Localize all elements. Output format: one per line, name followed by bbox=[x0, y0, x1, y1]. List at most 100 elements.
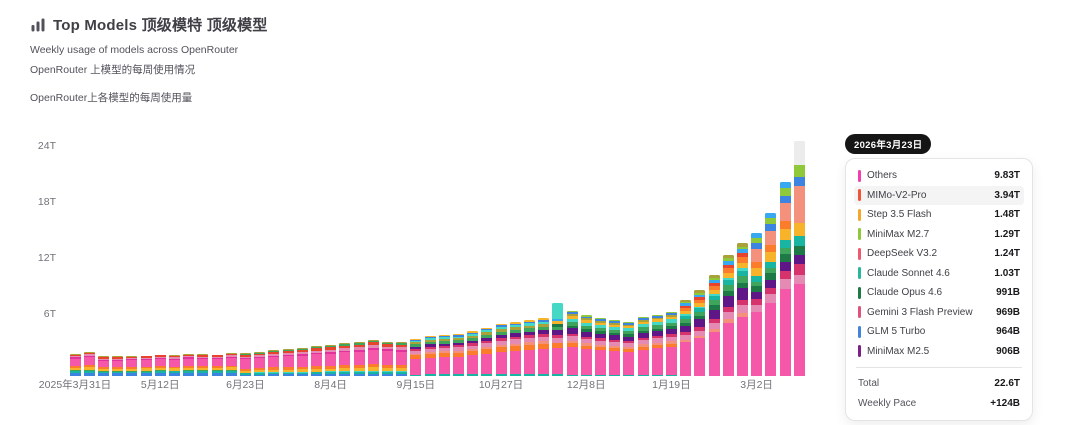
bar-week-2025-04-14[interactable] bbox=[97, 356, 109, 376]
bar-segment-mint bbox=[268, 372, 280, 373]
bar-week-2025-09-22[interactable] bbox=[424, 335, 436, 376]
bar-week-2025-12-15[interactable] bbox=[594, 318, 606, 376]
bar-segment-blue bbox=[282, 374, 294, 376]
bar-week-2025-12-29[interactable] bbox=[623, 321, 635, 376]
bar-segment-olive bbox=[140, 355, 152, 357]
bar-segment-amber bbox=[765, 251, 777, 262]
bar-segment-amber bbox=[296, 369, 308, 372]
bar-week-2025-08-04[interactable] bbox=[325, 345, 337, 376]
bar-segment-blue bbox=[566, 312, 578, 315]
bar-week-2026-01-12[interactable] bbox=[651, 314, 663, 376]
bar-week-2026-02-09[interactable] bbox=[708, 275, 720, 376]
bar-week-2025-07-28[interactable] bbox=[310, 346, 322, 376]
bar-week-2026-03-23[interactable] bbox=[793, 140, 805, 376]
bar-segment-teal bbox=[523, 373, 535, 376]
bar-week-2025-03-31[interactable] bbox=[69, 353, 81, 376]
bar-segment-amber bbox=[793, 222, 805, 237]
bar-week-2025-04-28[interactable] bbox=[126, 356, 138, 376]
bar-segment-orange bbox=[580, 345, 592, 349]
bar-segment-orange bbox=[637, 346, 649, 350]
bar-segment-amber bbox=[225, 367, 237, 370]
bar-segment-amber bbox=[83, 367, 95, 370]
bar-segment-hotpink bbox=[538, 349, 550, 374]
bar-segment-teal bbox=[694, 308, 706, 312]
bar-week-2025-11-24[interactable] bbox=[552, 303, 564, 376]
bar-segment-salmon bbox=[722, 319, 734, 323]
bar-week-2025-04-07[interactable] bbox=[83, 351, 95, 376]
bar-week-2025-05-26[interactable] bbox=[183, 353, 195, 376]
bar-segment-magenta bbox=[154, 358, 166, 360]
bar-week-2025-08-18[interactable] bbox=[353, 342, 365, 376]
bar-week-2025-07-14[interactable] bbox=[282, 349, 294, 376]
bar-segment-amber bbox=[779, 228, 791, 241]
bar-week-2025-11-17[interactable] bbox=[538, 318, 550, 376]
bar-segment-salmon bbox=[623, 346, 635, 349]
model-usage-value: 1.24T bbox=[994, 248, 1020, 260]
bar-segment-red bbox=[254, 353, 266, 356]
bar-week-2025-11-10[interactable] bbox=[523, 320, 535, 376]
bar-segment-darkgreen bbox=[623, 334, 635, 337]
bar-segment-red bbox=[225, 353, 237, 356]
bar-segment-magenta bbox=[225, 356, 237, 358]
bar-segment-purple bbox=[538, 330, 550, 334]
bar-week-2025-11-03[interactable] bbox=[509, 321, 521, 376]
bar-week-2025-10-20[interactable] bbox=[481, 327, 493, 376]
bar-segment-orange bbox=[154, 366, 166, 369]
bar-segment-rose bbox=[339, 348, 351, 351]
bar-week-2025-04-21[interactable] bbox=[112, 356, 124, 376]
model-name: Claude Sonnet 4.6 bbox=[867, 267, 950, 279]
bar-week-2026-02-02[interactable] bbox=[694, 290, 706, 376]
bar-week-2025-12-01[interactable] bbox=[566, 310, 578, 376]
bar-week-2025-07-21[interactable] bbox=[296, 348, 308, 376]
model-name: GLM 5 Turbo bbox=[867, 326, 926, 338]
bar-segment-red bbox=[296, 350, 308, 353]
bar-segment-orange bbox=[254, 368, 266, 371]
bar-segment-teal bbox=[623, 374, 635, 376]
bar-segment-crimson bbox=[680, 332, 692, 336]
bar-segment-teal bbox=[254, 373, 266, 375]
bar-week-2025-06-30[interactable] bbox=[254, 351, 266, 376]
bar-week-2026-01-19[interactable] bbox=[665, 311, 677, 376]
bar-week-2025-06-09[interactable] bbox=[211, 354, 223, 376]
bar-week-2025-12-08[interactable] bbox=[580, 315, 592, 376]
bar-week-2025-09-29[interactable] bbox=[438, 335, 450, 376]
bar-week-2026-01-26[interactable] bbox=[680, 299, 692, 376]
bar-week-2025-12-22[interactable] bbox=[609, 320, 621, 376]
bar-week-2025-09-15[interactable] bbox=[410, 338, 422, 376]
bar-segment-rose bbox=[97, 358, 109, 360]
bar-week-2026-03-02[interactable] bbox=[751, 233, 763, 376]
bar-week-2025-09-08[interactable] bbox=[396, 342, 408, 376]
bar-week-2025-10-06[interactable] bbox=[452, 334, 464, 376]
bar-segment-mint bbox=[339, 371, 351, 373]
bar-segment-skyblue bbox=[779, 182, 791, 188]
bar-segment-salmon bbox=[495, 344, 507, 347]
bar-week-2025-05-12[interactable] bbox=[154, 354, 166, 376]
bar-week-2025-06-23[interactable] bbox=[239, 353, 251, 376]
bar-week-2025-08-11[interactable] bbox=[339, 343, 351, 376]
bar-segment-magenta bbox=[168, 358, 180, 360]
bar-segment-teal bbox=[225, 370, 237, 373]
bar-week-2025-07-07[interactable] bbox=[268, 349, 280, 376]
bar-week-2025-09-01[interactable] bbox=[381, 341, 393, 376]
bar-week-2025-06-02[interactable] bbox=[197, 354, 209, 376]
bar-segment-red bbox=[339, 345, 351, 349]
bar-week-2025-05-05[interactable] bbox=[140, 355, 152, 376]
bar-week-2025-10-13[interactable] bbox=[467, 331, 479, 376]
bar-week-2026-02-23[interactable] bbox=[736, 242, 748, 376]
bar-segment-rose bbox=[69, 356, 81, 358]
bar-week-2025-05-19[interactable] bbox=[168, 355, 180, 376]
bar-week-2025-06-16[interactable] bbox=[225, 352, 237, 376]
model-usage-value: 1.48T bbox=[994, 209, 1020, 221]
bar-week-2026-03-16[interactable] bbox=[779, 182, 791, 376]
tooltip-divider bbox=[856, 367, 1022, 368]
bar-week-2025-10-27[interactable] bbox=[495, 323, 507, 376]
bar-week-2026-02-16[interactable] bbox=[722, 254, 734, 376]
bar-segment-green bbox=[367, 340, 379, 343]
bar-week-2026-01-05[interactable] bbox=[637, 317, 649, 376]
bar-segment-teal bbox=[708, 296, 720, 301]
bar-segment-amber bbox=[736, 262, 748, 268]
bar-week-2025-08-25[interactable] bbox=[367, 339, 379, 376]
bar-segment-olive bbox=[168, 355, 180, 356]
bar-week-2026-03-09[interactable] bbox=[765, 212, 777, 376]
bar-segment-crimson bbox=[765, 287, 777, 295]
